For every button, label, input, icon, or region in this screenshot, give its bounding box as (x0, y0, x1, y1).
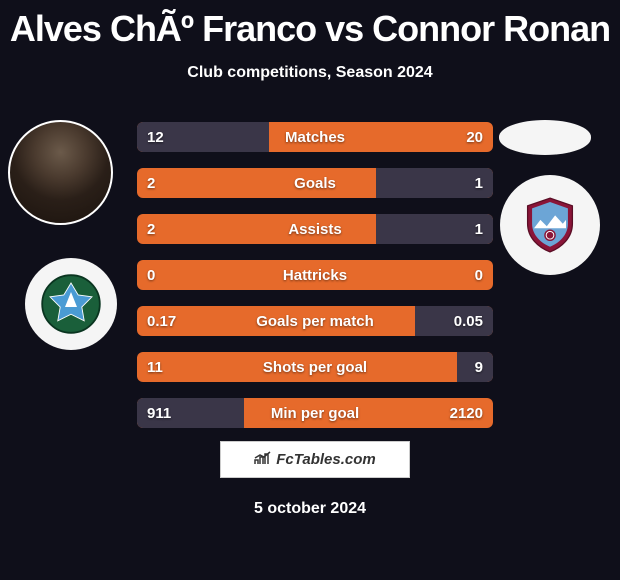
stat-row: 9112120Min per goal (137, 398, 493, 428)
comparison-title: Alves ChÃº Franco vs Connor Ronan (0, 0, 620, 50)
stat-label: Shots per goal (137, 352, 493, 382)
stats-container: 1220Matches 21Goals 21Assists 00Hattricks 0.… (137, 122, 493, 444)
stat-row: 00Hattricks (137, 260, 493, 290)
stat-row: 1220Matches (137, 122, 493, 152)
comparison-subtitle: Club competitions, Season 2024 (0, 64, 620, 82)
stat-label: Goals (137, 168, 493, 198)
player-right-photo (499, 120, 591, 155)
stat-label: Hattricks (137, 260, 493, 290)
stat-row: 21Assists (137, 214, 493, 244)
brand-logo: FcTables.com (220, 441, 410, 478)
stat-label: Goals per match (137, 306, 493, 336)
comparison-date: 5 october 2024 (0, 500, 620, 518)
stat-label: Matches (137, 122, 493, 152)
player-left-photo (8, 120, 113, 225)
team-right-badge (500, 175, 600, 275)
stat-label: Assists (137, 214, 493, 244)
stat-row: 0.170.05Goals per match (137, 306, 493, 336)
sounders-crest-icon (41, 274, 101, 334)
stat-row: 21Goals (137, 168, 493, 198)
stat-row: 119Shots per goal (137, 352, 493, 382)
team-left-badge (25, 258, 117, 350)
brand-text: FcTables.com (276, 451, 375, 468)
stat-label: Min per goal (137, 398, 493, 428)
rapids-crest-icon (518, 193, 582, 257)
chart-icon (254, 451, 272, 469)
